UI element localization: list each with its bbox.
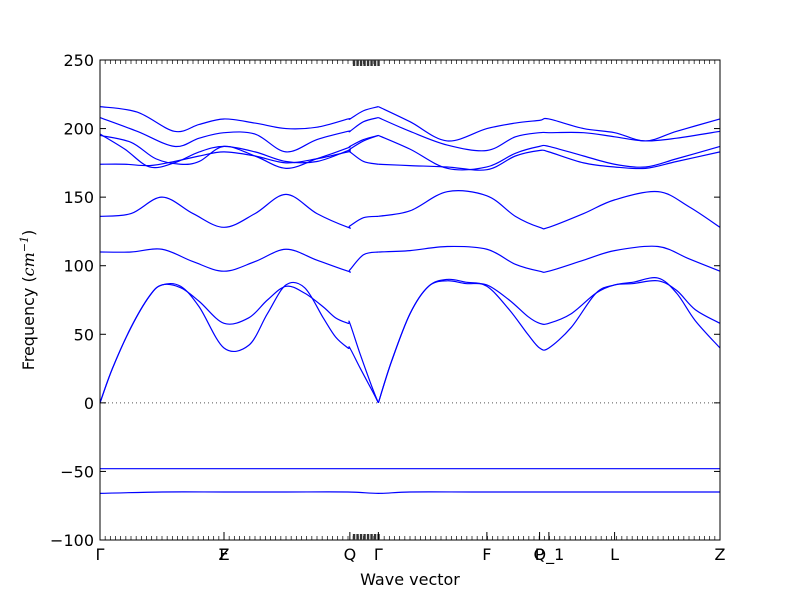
x-tick-label: Q_1: [533, 545, 564, 565]
series-line-19: [99, 491, 720, 494]
dense-tick-top: [363, 60, 366, 66]
series-line-17: [378, 106, 721, 142]
x-axis-label: Wave vector: [360, 570, 460, 589]
x-tick-label: Q: [344, 545, 357, 564]
y-tick-label: −100: [50, 531, 94, 550]
series-line-4: [377, 279, 721, 404]
series-lines: [99, 106, 721, 494]
series-line-7: [99, 193, 379, 229]
y-axis-unit-exponent: −1: [18, 236, 31, 252]
dense-tick: [352, 534, 356, 540]
dense-tick: [363, 534, 366, 540]
dense-tick-top: [377, 60, 380, 66]
series-line-10: [99, 134, 379, 169]
dense-tick: [356, 534, 359, 540]
y-tick-label: 100: [63, 257, 94, 276]
y-axis-label: Frequency (cm−1): [18, 230, 38, 371]
dense-tick: [366, 534, 370, 540]
series-line-11: [99, 133, 379, 169]
series-line-13: [99, 106, 379, 133]
x-tick-label: Z: [715, 545, 726, 564]
series-line-5: [99, 248, 379, 273]
dense-tick: [373, 534, 377, 540]
x-axis-ticks: Γ FZ Q Γ F PQ_1 L Z: [96, 532, 726, 565]
x-tick-label: F: [219, 545, 228, 564]
x-tick-label: P: [535, 545, 545, 564]
dense-tick: [370, 534, 373, 540]
series-line-8: [378, 190, 721, 230]
series-line-2: [99, 283, 379, 404]
y-tick-label: 50: [74, 325, 94, 344]
dense-tick-top: [373, 60, 377, 66]
dense-tick-top: [359, 60, 363, 66]
plot-frame: [99, 59, 721, 541]
dense-tick: [359, 534, 363, 540]
x-tick-label: Γ: [374, 545, 383, 564]
dense-tick-top: [356, 60, 359, 66]
y-tick-label: 200: [63, 120, 94, 139]
x-tick-label: L: [610, 545, 619, 564]
series-line-15: [378, 134, 721, 171]
series-line-6: [378, 245, 721, 273]
y-axis-unit: cm: [19, 252, 38, 276]
y-axis-label-text: Frequency: [19, 288, 38, 371]
dense-tick-top: [370, 60, 373, 66]
minor-x-ticks: [99, 60, 721, 540]
series-line-9: [99, 150, 379, 167]
series-line-3: [377, 277, 721, 404]
x-tick-label: Γ: [96, 545, 105, 564]
x-tick-label: F: [482, 545, 491, 564]
y-tick-label: 250: [63, 51, 94, 70]
dense-tick-top: [352, 60, 356, 66]
dense-tick-top: [366, 60, 370, 66]
y-tick-label: 150: [63, 188, 94, 207]
series-line-12: [99, 117, 379, 153]
series-line-1: [99, 281, 379, 404]
y-tick-label: −50: [60, 462, 94, 481]
y-axis-ticks: −100 −50 0 50 100 150 200 250: [50, 51, 720, 550]
y-tick-label: 0: [84, 394, 94, 413]
x-tick-label: Z: [219, 545, 230, 564]
